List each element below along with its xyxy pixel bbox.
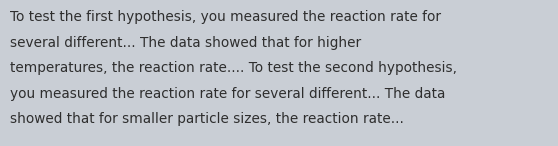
Text: several different... The data showed that for higher: several different... The data showed tha… <box>10 36 361 50</box>
Text: you measured the reaction rate for several different... The data: you measured the reaction rate for sever… <box>10 87 445 101</box>
Text: showed that for smaller particle sizes, the reaction rate...: showed that for smaller particle sizes, … <box>10 112 404 126</box>
Text: To test the first hypothesis, you measured the reaction rate for: To test the first hypothesis, you measur… <box>10 10 441 24</box>
Text: temperatures, the reaction rate.... To test the second hypothesis,: temperatures, the reaction rate.... To t… <box>10 61 457 75</box>
